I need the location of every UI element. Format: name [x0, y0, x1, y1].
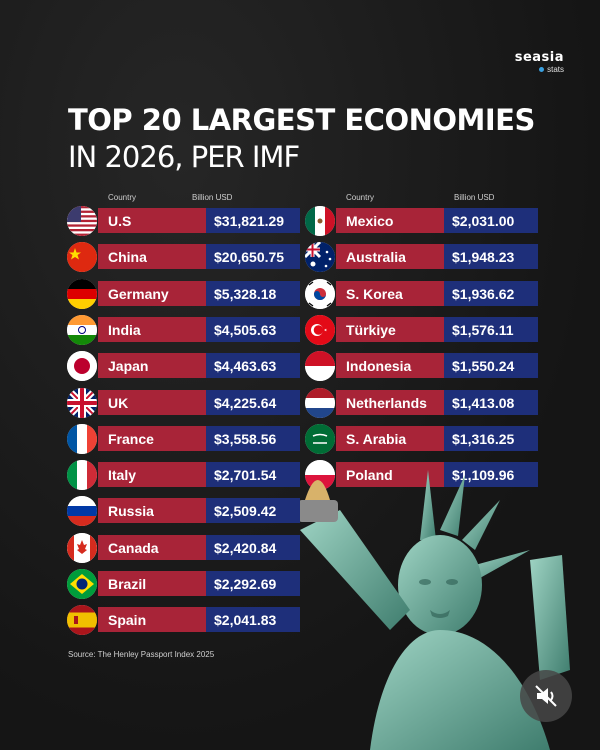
country-cell: UK [98, 390, 206, 415]
source-note: Source: The Henley Passport Index 2025 [68, 650, 215, 659]
country-cell: Italy [98, 462, 206, 487]
country-cell: U.S [98, 208, 206, 233]
col-header-country-right: Country [346, 193, 375, 202]
table-row: U.S $31,821.29 [98, 208, 300, 233]
table-row: Italy $2,701.54 [98, 462, 300, 487]
country-cell: Indonesia [336, 353, 444, 378]
value-cell: $2,509.42 [206, 498, 300, 523]
value-cell: $2,031.00 [444, 208, 538, 233]
table-row: UK $4,225.64 [98, 390, 300, 415]
value-cell: $2,420.84 [206, 535, 300, 560]
china-flag-icon [67, 242, 97, 272]
netherlands-flag-icon [305, 388, 335, 418]
col-header-value-right: Billion USD [454, 193, 495, 202]
table-row: Germany $5,328.18 [98, 281, 300, 306]
value-cell: $1,936.62 [444, 281, 538, 306]
table-row: India $4,505.63 [98, 317, 300, 342]
italy-flag-icon [67, 460, 97, 490]
country-cell: Poland [336, 462, 444, 487]
brand-sub-label: stats [547, 65, 564, 74]
country-cell: Germany [98, 281, 206, 306]
table-row: France $3,558.56 [98, 426, 300, 451]
value-cell: $4,505.63 [206, 317, 300, 342]
country-cell: Canada [98, 535, 206, 560]
table-row: Australia $1,948.23 [336, 244, 538, 269]
mexico-flag-icon [305, 206, 335, 236]
col-header-country-left: Country [108, 193, 137, 202]
country-cell: Australia [336, 244, 444, 269]
table-row: Mexico $2,031.00 [336, 208, 538, 233]
value-cell: $4,463.63 [206, 353, 300, 378]
dot-icon [539, 67, 545, 72]
france-flag-icon [67, 424, 97, 454]
country-cell: Netherlands [336, 390, 444, 415]
value-cell: $2,041.83 [206, 607, 300, 632]
country-cell: Türkiye [336, 317, 444, 342]
table-row: Brazil $2,292.69 [98, 571, 300, 596]
table-row: Netherlands $1,413.08 [336, 390, 538, 415]
value-cell: $31,821.29 [206, 208, 300, 233]
country-cell: France [98, 426, 206, 451]
value-cell: $2,701.54 [206, 462, 300, 487]
country-cell: Spain [98, 607, 206, 632]
table-row: S. Arabia $1,316.25 [336, 426, 538, 451]
us-flag-icon [67, 206, 97, 236]
canada-flag-icon [67, 533, 97, 563]
germany-flag-icon [67, 279, 97, 309]
value-cell: $2,292.69 [206, 571, 300, 596]
table-row: S. Korea $1,936.62 [336, 281, 538, 306]
uk-flag-icon [67, 388, 97, 418]
page-title: TOP 20 LARGEST ECONOMIES [68, 103, 535, 137]
country-cell: Brazil [98, 571, 206, 596]
value-cell: $4,225.64 [206, 390, 300, 415]
country-cell: Russia [98, 498, 206, 523]
statue-of-liberty-image [300, 470, 570, 750]
country-cell: India [98, 317, 206, 342]
russia-flag-icon [67, 496, 97, 526]
table-row: Russia $2,509.42 [98, 498, 300, 523]
saudi-arabia-flag-icon [305, 424, 335, 454]
turkiye-flag-icon [305, 315, 335, 345]
value-cell: $1,576.11 [444, 317, 538, 342]
brand-logo: seasia stats [510, 50, 564, 74]
table-row: Canada $2,420.84 [98, 535, 300, 560]
country-cell: S. Arabia [336, 426, 444, 451]
japan-flag-icon [67, 351, 97, 381]
value-cell: $1,550.24 [444, 353, 538, 378]
country-cell: China [98, 244, 206, 269]
value-cell: $1,413.08 [444, 390, 538, 415]
table-row: Indonesia $1,550.24 [336, 353, 538, 378]
country-cell: Mexico [336, 208, 444, 233]
table-row: China $20,650.75 [98, 244, 300, 269]
brazil-flag-icon [67, 569, 97, 599]
page-subtitle: IN 2026, PER IMF [68, 140, 300, 174]
table-row: Spain $2,041.83 [98, 607, 300, 632]
spain-flag-icon [67, 605, 97, 635]
value-cell: $1,316.25 [444, 426, 538, 451]
value-cell: $5,328.18 [206, 281, 300, 306]
value-cell: $1,948.23 [444, 244, 538, 269]
australia-flag-icon [305, 242, 335, 272]
indonesia-flag-icon [305, 351, 335, 381]
country-cell: S. Korea [336, 281, 444, 306]
brand-name: seasia [514, 50, 564, 65]
south-korea-flag-icon [305, 279, 335, 309]
value-cell: $1,109.96 [444, 462, 538, 487]
brand-sub: stats [510, 65, 564, 74]
india-flag-icon [67, 315, 97, 345]
table-row: Poland $1,109.96 [336, 462, 538, 487]
col-header-value-left: Billion USD [192, 193, 233, 202]
value-cell: $20,650.75 [206, 244, 300, 269]
value-cell: $3,558.56 [206, 426, 300, 451]
mute-button[interactable] [520, 670, 572, 722]
country-cell: Japan [98, 353, 206, 378]
speaker-muted-icon [535, 685, 557, 707]
table-row: Japan $4,463.63 [98, 353, 300, 378]
table-row: Türkiye $1,576.11 [336, 317, 538, 342]
